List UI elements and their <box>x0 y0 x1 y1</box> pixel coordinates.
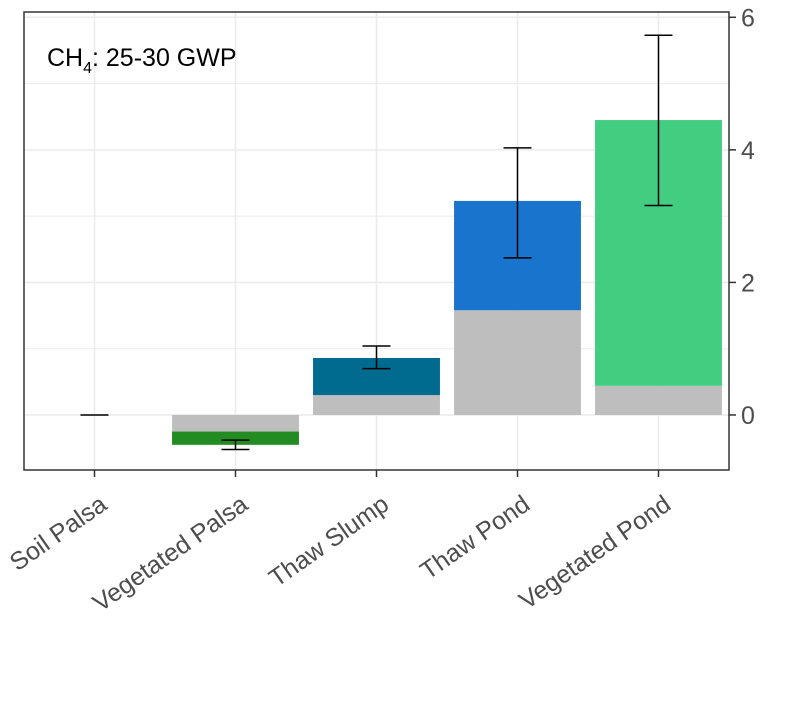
x-tick-label: Vegetated Pond <box>514 490 676 615</box>
y-tick-label: 0 <box>741 402 755 430</box>
y-tick-label: 4 <box>741 137 755 165</box>
axis-ticks <box>93 16 736 477</box>
x-tick-label: Soil Palsa <box>5 490 112 577</box>
bar-segment <box>172 431 299 445</box>
y-tick-labels: 0 2 4 6 <box>741 4 755 430</box>
x-tick-label: Thaw Slump <box>264 490 394 593</box>
error-bars <box>80 34 673 451</box>
x-tick-label: Vegetated Palsa <box>88 490 253 617</box>
annotation-label: CH4: 25-30 GWP <box>47 44 237 77</box>
annotation-subscript: 4 <box>83 60 92 77</box>
annotation-prefix: CH <box>47 44 83 72</box>
bar-segment <box>313 395 440 415</box>
bar-segment <box>595 385 722 415</box>
bar-segment <box>172 414 299 432</box>
x-tick-label: Thaw Pond <box>415 490 535 585</box>
annotation-suffix: : 25-30 GWP <box>92 44 237 72</box>
bar-segment <box>454 310 581 415</box>
y-tick-label: 2 <box>741 269 755 297</box>
y-tick-label: 6 <box>741 4 755 32</box>
